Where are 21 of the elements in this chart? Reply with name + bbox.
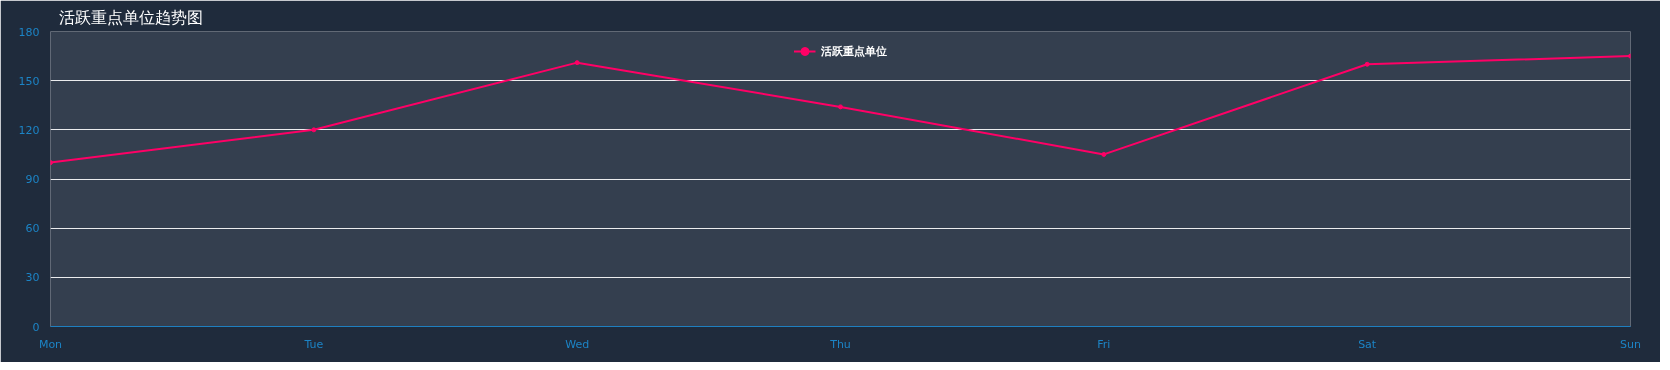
point (1101, 151, 1107, 157)
x-tick-label: Fri (1097, 337, 1111, 351)
point (838, 104, 843, 110)
x-tick-label: Sat (1358, 337, 1377, 351)
chart-title: 活跃重点单位趋势图 (58, 7, 203, 27)
x-tick-label: Sun (1620, 337, 1641, 351)
y-tick-label: 150 (18, 74, 40, 88)
x-tick-label: Mon (38, 337, 63, 351)
point (311, 127, 317, 133)
x-tick-label: Wed (565, 337, 590, 351)
y-tick-label: 180 (18, 25, 40, 39)
y-tick-label: 60 (25, 222, 40, 236)
x-tick-label: Thu (829, 337, 851, 351)
point (574, 60, 580, 66)
y-tick-label: 0 (32, 320, 40, 334)
legend-label: 活跃重点单位 (820, 43, 887, 59)
point (1364, 61, 1370, 67)
x-tick-label: Tue (303, 337, 324, 351)
y-tick-label: 30 (25, 271, 40, 285)
y-tick-label: 120 (18, 123, 40, 137)
y-tick-label: 90 (25, 173, 40, 186)
